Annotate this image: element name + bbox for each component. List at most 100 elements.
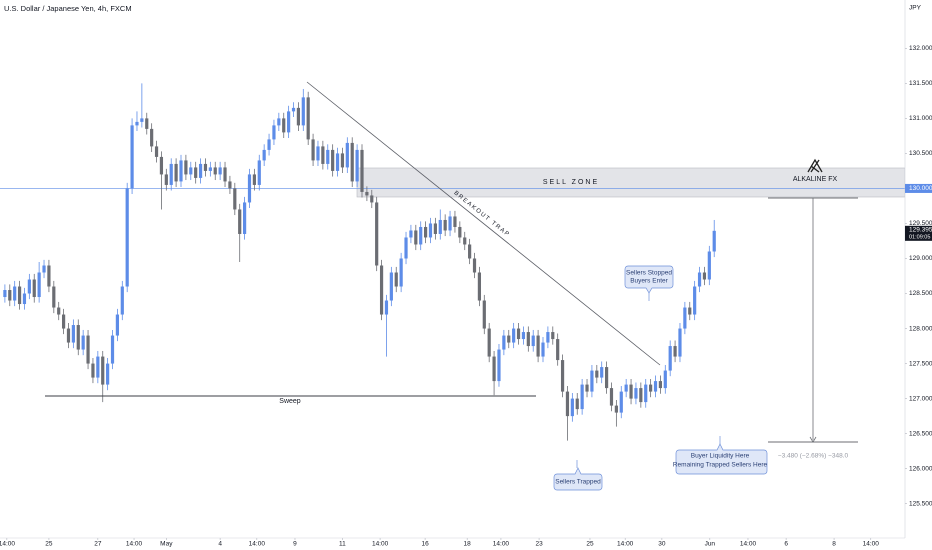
candle-body <box>164 174 168 185</box>
candle-body <box>428 223 433 238</box>
candle-body <box>42 265 46 273</box>
candle-body <box>150 128 154 147</box>
y-tick-label: 130.500 <box>909 150 932 157</box>
x-tick-label: 23 <box>535 541 543 548</box>
candle-body <box>370 195 374 203</box>
y-tick-label: 129.000 <box>909 255 932 262</box>
last-price-box <box>905 225 932 241</box>
chart-title: U.S. Dollar / Japanese Yen, 4h, FXCM <box>4 4 132 13</box>
candle-body <box>560 360 565 392</box>
x-tick-label: 14:00 <box>493 541 510 548</box>
candle-body <box>198 163 203 178</box>
candle-body <box>619 391 623 413</box>
x-tick-label: 14:00 <box>0 541 15 548</box>
candle-body <box>526 332 530 347</box>
candle-body <box>590 370 594 392</box>
candle-body <box>76 325 80 350</box>
candle-body <box>389 272 393 301</box>
candle-body <box>213 167 217 175</box>
candle-body <box>66 328 71 343</box>
callout-text: Buyers Enter <box>630 278 668 285</box>
sweep-label: Sweep <box>279 398 301 405</box>
candle-body <box>487 328 491 357</box>
candle-body <box>252 174 256 185</box>
x-tick-label: 11 <box>339 541 346 548</box>
candle-body <box>516 328 521 340</box>
candle-body <box>492 356 496 382</box>
candle-body <box>340 153 345 168</box>
candle-body <box>61 314 66 329</box>
candle-body <box>575 398 579 410</box>
candle-body <box>169 163 173 185</box>
y-tick-label: 128.500 <box>909 290 932 297</box>
candle-body <box>110 335 115 364</box>
candle-body <box>86 335 90 364</box>
candle-body <box>414 230 418 245</box>
candle-body <box>316 146 320 161</box>
candle-body <box>423 226 428 238</box>
x-tick-label: 18 <box>464 541 472 548</box>
candle-body <box>678 328 682 357</box>
candle-body <box>52 286 56 308</box>
last-price-label: 129.395 <box>909 227 932 234</box>
callout-text: Sellers Trapped <box>555 479 601 486</box>
candle-body <box>697 272 702 287</box>
x-tick-label: 14:00 <box>740 541 757 548</box>
candle-body <box>649 384 653 392</box>
y-tick-label: 127.000 <box>909 395 932 402</box>
candle-body <box>345 142 349 168</box>
candle-body <box>282 118 286 133</box>
candle-body <box>154 146 159 157</box>
candle-body <box>580 384 584 410</box>
callout-liquidity <box>675 443 768 475</box>
callout-text: Buyer Liquidity Here <box>691 453 750 460</box>
candle-body <box>541 342 545 357</box>
candle-body <box>321 146 325 164</box>
candle-body <box>688 307 692 315</box>
drawings-back <box>0 167 906 198</box>
x-tick-label: 9 <box>293 541 297 548</box>
candle-body <box>37 272 41 298</box>
candle-body <box>81 335 85 350</box>
candle-body <box>472 258 477 273</box>
candle-body <box>521 332 526 340</box>
candle-body <box>335 153 340 171</box>
y-tick-label: 125.500 <box>909 500 932 507</box>
axes: 125.500 126.000 126.500 127.000 127.500 128.0… <box>0 45 932 548</box>
candle-body <box>189 167 193 175</box>
y-tick-label: 132.000 <box>909 45 932 52</box>
candle-body <box>433 223 437 234</box>
candle-body <box>331 149 335 171</box>
candle-body <box>159 156 164 175</box>
candle-body <box>458 226 462 238</box>
candle-body <box>693 286 697 315</box>
candle-body <box>438 219 442 234</box>
candle-body <box>115 314 120 336</box>
candle-body <box>27 279 31 294</box>
x-tick-label: 14:00 <box>617 541 634 548</box>
candle-body <box>120 286 124 315</box>
candle-body <box>101 356 105 385</box>
candle-body <box>653 381 658 392</box>
candle-body <box>565 391 570 417</box>
candle-body <box>531 335 535 347</box>
measure-arrow <box>809 436 817 443</box>
candle-body <box>585 384 589 392</box>
callout-stopped <box>624 265 674 294</box>
candle-body <box>614 405 618 413</box>
x-tick-label: 8 <box>832 541 836 548</box>
trendline <box>306 81 661 366</box>
candle-body <box>551 332 555 340</box>
candle-body <box>218 167 222 175</box>
candle-body <box>272 125 276 140</box>
candle-body <box>639 388 643 403</box>
candle-body <box>135 121 139 126</box>
candle-body <box>546 332 550 343</box>
candle-body <box>375 202 379 266</box>
x-tick-label: 27 <box>94 541 102 548</box>
y-tick-label: 126.500 <box>909 430 932 437</box>
x-tick-label: 14:00 <box>126 541 143 548</box>
x-tick-label: 14:00 <box>372 541 389 548</box>
